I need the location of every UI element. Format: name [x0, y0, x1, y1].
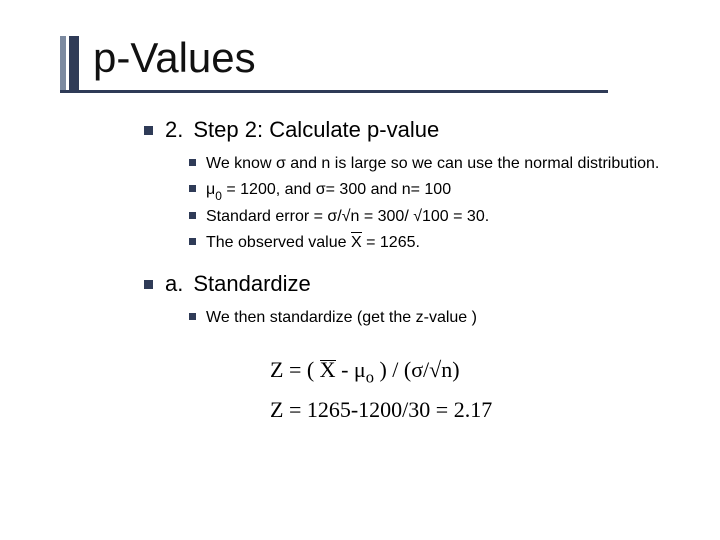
sub-list-item-text: We then standardize (get the z-value )	[206, 307, 477, 329]
sub-list-item: μ0 = 1200, and σ= 300 and n= 100	[189, 179, 659, 202]
sub-list-item-text: The observed value X = 1265.	[206, 232, 420, 254]
sub-list-item: We know σ and n is large so we can use t…	[189, 153, 659, 175]
square-bullet-icon	[189, 313, 196, 320]
square-bullet-icon	[189, 185, 196, 192]
sub-list-item-text: μ0 = 1200, and σ= 300 and n= 100	[206, 179, 451, 202]
formula-block: Z = ( X - μo ) / (σ/√n) Z = 1265-1200/30 …	[236, 347, 692, 423]
list-item: a. Standardize We then standardize (get th…	[144, 271, 682, 339]
title-bar	[69, 36, 79, 90]
sub-list-item-text: Standard error = σ/√n = 300/ √100 = 30.	[206, 206, 489, 228]
content-area: 2. Step 2: Calculate p-value We know σ and…	[60, 93, 692, 339]
list-item-marker: 2.	[165, 117, 183, 143]
formula-line: Z = 1265-1200/30 = 2.17	[270, 397, 692, 423]
list-item-header: a. Standardize	[165, 271, 477, 297]
title-column: p-Values	[93, 36, 256, 90]
square-bullet-icon	[144, 280, 153, 289]
list-item-label: Standardize	[193, 271, 310, 297]
square-bullet-icon	[189, 212, 196, 219]
formula-line: Z = ( X - μo ) / (σ/√n)	[270, 357, 692, 387]
square-bullet-icon	[144, 126, 153, 135]
title-block: p-Values	[60, 36, 692, 90]
title-accent-bars	[60, 36, 79, 90]
list-item-marker: a.	[165, 271, 183, 297]
list-item-body: 2. Step 2: Calculate p-value We know σ and…	[165, 117, 659, 263]
list-item-header: 2. Step 2: Calculate p-value	[165, 117, 659, 143]
list-item-body: a. Standardize We then standardize (get th…	[165, 271, 477, 339]
sub-list-item-text: We know σ and n is large so we can use t…	[206, 153, 659, 175]
sub-list: We know σ and n is large so we can use t…	[165, 143, 659, 263]
square-bullet-icon	[189, 159, 196, 166]
slide: p-Values 2. Step 2: Calculate p-value We k…	[0, 0, 720, 540]
slide-title: p-Values	[93, 36, 256, 86]
list-item: 2. Step 2: Calculate p-value We know σ and…	[144, 117, 682, 263]
sub-list: We then standardize (get the z-value )	[165, 297, 477, 339]
sub-list-item: The observed value X = 1265.	[189, 232, 659, 254]
title-bar	[60, 36, 66, 90]
square-bullet-icon	[189, 238, 196, 245]
sub-list-item: We then standardize (get the z-value )	[189, 307, 477, 329]
list-item-label: Step 2: Calculate p-value	[193, 117, 439, 143]
sub-list-item: Standard error = σ/√n = 300/ √100 = 30.	[189, 206, 659, 228]
